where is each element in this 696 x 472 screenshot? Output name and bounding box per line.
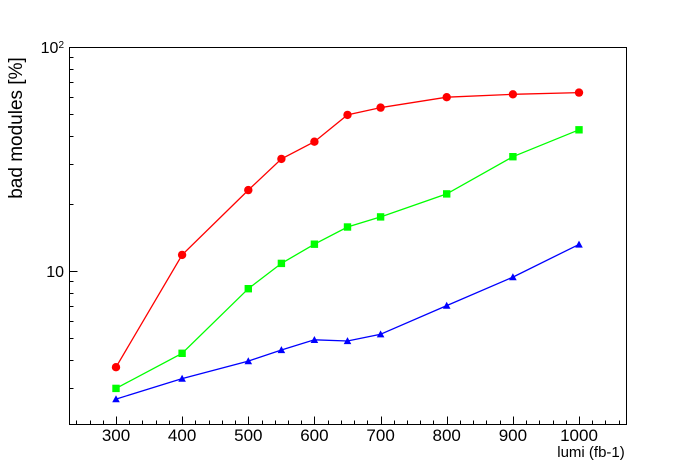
svg-text:400: 400	[168, 426, 196, 445]
svg-text:10: 10	[46, 264, 64, 281]
svg-text:lumi (fb-1): lumi (fb-1)	[557, 444, 625, 461]
svg-text:500: 500	[234, 426, 262, 445]
svg-text:800: 800	[433, 426, 461, 445]
svg-text:900: 900	[499, 426, 527, 445]
svg-text:700: 700	[366, 426, 394, 445]
svg-text:600: 600	[300, 426, 328, 445]
svg-text:300: 300	[102, 426, 130, 445]
svg-text:bad modules [%]: bad modules [%]	[6, 57, 27, 199]
svg-text:1000: 1000	[560, 426, 598, 445]
